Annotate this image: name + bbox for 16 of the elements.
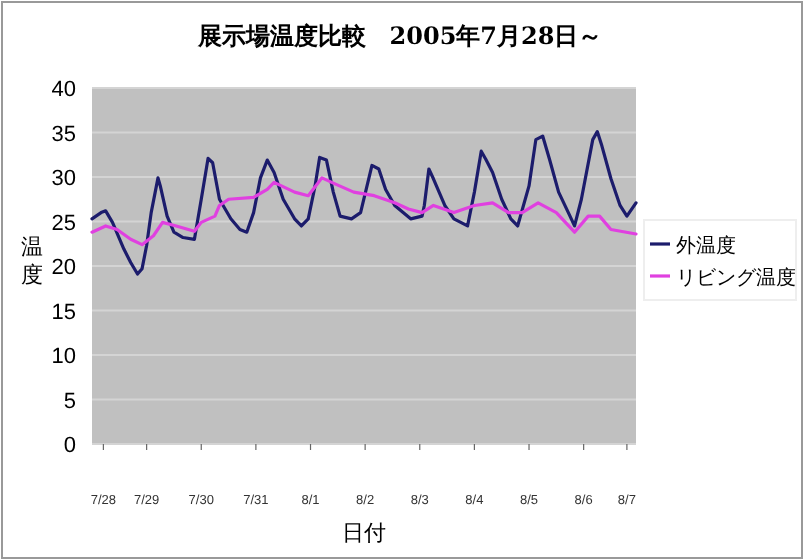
line-series: [90, 130, 638, 276]
y-tick-label: 0: [63, 434, 76, 458]
line-series: [90, 176, 638, 247]
y-tick-label: 30: [51, 167, 76, 191]
y-tick-label: 20: [51, 256, 76, 280]
y-tick-label: 25: [51, 211, 76, 236]
y-tick-label: 5: [63, 389, 76, 414]
chart-title: 展示場温度比較 2005年7月28日～: [195, 22, 603, 50]
y-tick-label: 15: [51, 300, 76, 325]
x-axis-title: 日付: [342, 520, 386, 546]
legend-label: リビング温度: [676, 266, 796, 290]
y-tick-label: 40: [51, 78, 76, 102]
y-tick-label: 10: [51, 345, 76, 369]
y-tick-label: 35: [51, 122, 76, 147]
y-axis-title: 温度: [21, 234, 43, 288]
legend-label: 外温度: [676, 234, 736, 258]
